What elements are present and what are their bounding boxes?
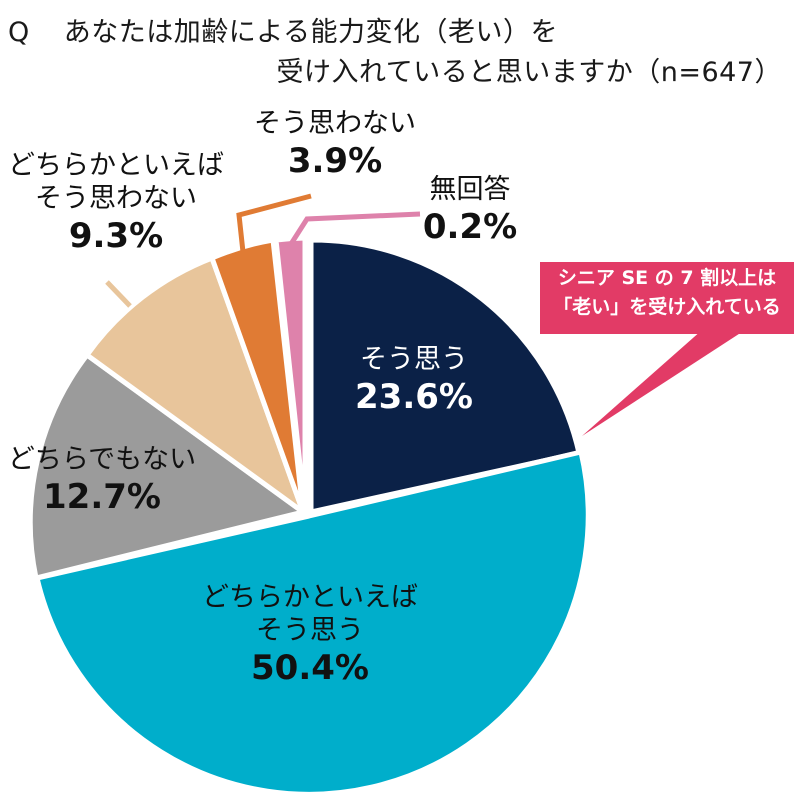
label-sou-omowanai: そう思わない 3.9%	[254, 108, 416, 181]
label-dochirademonai: どちらでもない 12.7%	[7, 444, 197, 517]
slice-dochiraka-sou-omowanai	[84, 255, 306, 515]
callout-tail	[582, 330, 745, 436]
label-dochiraka-sou-omowanai: どちらかといえば そう思わない 9.3%	[8, 150, 224, 256]
title-text-1: あなたは加齢による能力変化（老い）を	[63, 17, 558, 48]
slice-mukaitou	[273, 235, 308, 515]
callout-line1: シニア SE の 7 割以上は	[557, 267, 777, 289]
label-dochiraka-sou-omou: どちらかといえば そう思う 50.4%	[202, 582, 418, 688]
label-mukaitou: 無回答 0.2%	[422, 174, 518, 247]
callout-line2: 「老い」を受け入れている	[553, 296, 781, 319]
leader-line-3-9	[236, 193, 312, 253]
leader-line-9-3	[105, 280, 132, 308]
slice-dochirademonai	[27, 352, 306, 581]
slice-sou-omou	[308, 237, 582, 515]
chart-title-line2: 受け入れていると思いますか（n=647）	[276, 57, 782, 88]
question-marker: Q	[8, 17, 30, 48]
slice-dochiraka-sou-omou	[34, 449, 591, 797]
label-sou-omou: そう思う 23.6%	[355, 344, 473, 417]
callout-box: シニア SE の 7 割以上は 「老い」を受け入れている	[540, 262, 794, 334]
chart-title-line1: Q あなたは加齢による能力変化（老い）を	[8, 10, 558, 49]
leader-line-0-2	[288, 211, 421, 246]
